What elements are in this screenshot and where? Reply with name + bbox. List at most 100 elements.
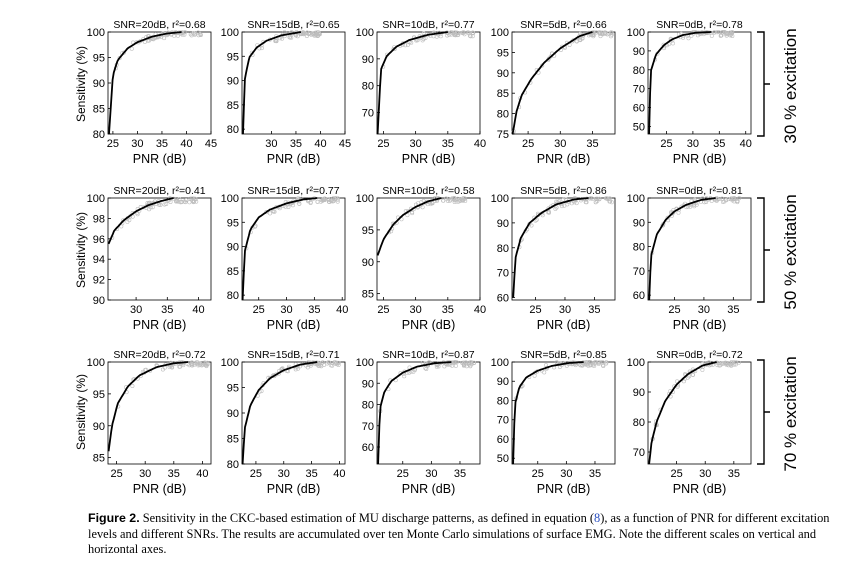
- scatter-point: [461, 30, 466, 35]
- scatter-point: [336, 360, 341, 365]
- subplot-1-4: 25 30 35 75 80 85 90 95 100 SNR=5dB, r²=0.66 PNR (…: [491, 19, 616, 166]
- plot-frame: [511, 197, 616, 301]
- scatter-point: [297, 201, 302, 206]
- y-tick-label: 100: [87, 27, 105, 39]
- scatter-point: [726, 197, 731, 202]
- x-tick-label: 35: [156, 138, 168, 150]
- fit-curve: [108, 31, 182, 135]
- fit-curve: [376, 197, 442, 256]
- scatter-point: [315, 33, 320, 38]
- scatter-point: [467, 33, 472, 38]
- x-tick-label: 35: [305, 468, 317, 480]
- scatter-point: [464, 364, 469, 369]
- fit-curve: [511, 31, 593, 135]
- y-tick-label: 100: [87, 357, 105, 369]
- plot-frame: [107, 197, 212, 301]
- scatter-point: [187, 200, 192, 205]
- y-tick-label: 70: [633, 266, 645, 278]
- figure-panels: 25 30 35 40 45 80 85 90 95 100 SNR=20dB, r²=0.68 PN…: [74, 19, 800, 496]
- scatter-point: [172, 33, 177, 38]
- y-tick-label: 80: [633, 242, 645, 254]
- scatter-point: [160, 367, 165, 372]
- y-tick-label: 100: [221, 193, 239, 205]
- scatter-point: [456, 30, 461, 35]
- plot-frame: [647, 361, 752, 465]
- x-tick-label: 25: [253, 304, 265, 316]
- scatter-point: [184, 198, 189, 203]
- y-tick-label: 95: [93, 53, 105, 65]
- subplot-2-3: 25 30 35 40 85 90 95 100 SNR=10dB, r²=0.58 PNR (d…: [356, 185, 486, 332]
- scatter-point: [317, 360, 322, 365]
- scatter-point: [189, 196, 194, 201]
- plot-frame: [241, 361, 346, 465]
- x-tick-label: 30: [131, 138, 143, 150]
- scatter-point: [329, 199, 334, 204]
- y-tick-label: 95: [362, 225, 374, 237]
- y-tick-label: 95: [497, 47, 509, 59]
- subplot-3-1: 25 30 35 40 85 90 95 100 SNR=20dB, r²=0.72 PNR (d…: [87, 349, 212, 496]
- scatter-point: [578, 363, 583, 368]
- x-axis-label: PNR (dB): [537, 318, 590, 332]
- scatter-point: [325, 361, 330, 366]
- scatter-point: [463, 198, 468, 203]
- x-axis-label: PNR (dB): [267, 482, 320, 496]
- scatter-point: [434, 364, 439, 369]
- scatter-point: [411, 369, 416, 374]
- y-tick-label: 90: [227, 76, 239, 88]
- subplot-title: SNR=20dB, r²=0.41: [113, 185, 205, 197]
- figure-labels: Sensitivity (%) Sensitivity (%) Sensitiv…: [74, 28, 800, 471]
- scatter-point: [333, 196, 338, 201]
- scatter-point: [690, 372, 695, 377]
- scatter-point: [313, 30, 318, 35]
- y-tick-label: 94: [93, 254, 105, 266]
- x-tick-label: 25: [250, 468, 262, 480]
- scatter-point: [300, 30, 305, 35]
- x-tick-label: 40: [336, 304, 348, 316]
- y-tick-label: 85: [227, 100, 239, 112]
- y-tick-label: 85: [497, 88, 509, 100]
- y-tick-label: 85: [93, 453, 105, 465]
- scatter-point: [423, 366, 428, 371]
- scatter-point: [605, 196, 610, 201]
- y-tick-label: 80: [497, 109, 509, 121]
- x-tick-label: 25: [377, 138, 389, 150]
- scatter-point: [714, 198, 719, 203]
- y-tick-label: 90: [633, 387, 645, 399]
- scatter-point: [704, 200, 709, 205]
- scatter-point: [559, 204, 564, 209]
- scatter-point: [286, 205, 291, 210]
- scatter-point: [665, 215, 670, 220]
- y-tick-label: 70: [633, 84, 645, 96]
- scatter-point: [444, 196, 449, 201]
- y-tick-label: 100: [87, 193, 105, 205]
- x-axis-label: PNR (dB): [537, 152, 590, 166]
- scatter-point: [694, 202, 699, 207]
- subplot-title: SNR=5dB, r²=0.66: [520, 19, 607, 31]
- caption-text-1: Sensitivity in the CKC-based estimation …: [139, 511, 594, 525]
- scatter-point: [438, 34, 443, 39]
- scatter-point: [448, 197, 453, 202]
- scatter-point: [466, 31, 471, 36]
- scatter-point: [562, 203, 567, 208]
- scatter-point: [119, 224, 124, 229]
- scatter-point: [594, 30, 599, 35]
- y-tick-label: 70: [362, 108, 374, 120]
- y-tick-label: 92: [93, 275, 105, 287]
- x-tick-label: 40: [740, 138, 752, 150]
- scatter-point: [720, 30, 725, 35]
- y-tick-label: 100: [221, 27, 239, 39]
- x-tick-label: 30: [410, 304, 422, 316]
- scatter-point: [670, 41, 675, 46]
- x-tick-label: 40: [474, 138, 486, 150]
- y-tick-label: 50: [497, 453, 509, 465]
- fit-curve: [107, 361, 189, 452]
- subplot-2-5: 25 30 35 60 70 80 90 100 SNR=0dB, r²=0.81 PNR (dB…: [627, 185, 752, 332]
- scatter-point: [117, 56, 122, 61]
- scatter-point: [327, 200, 332, 205]
- x-tick-label: 25: [377, 304, 389, 316]
- subplot-title: SNR=10dB, r²=0.77: [382, 19, 474, 31]
- scatter-point: [204, 364, 209, 369]
- y-tick-label: 90: [227, 242, 239, 254]
- x-tick-label: 45: [339, 138, 351, 150]
- equation-reference-link[interactable]: 8: [594, 511, 601, 525]
